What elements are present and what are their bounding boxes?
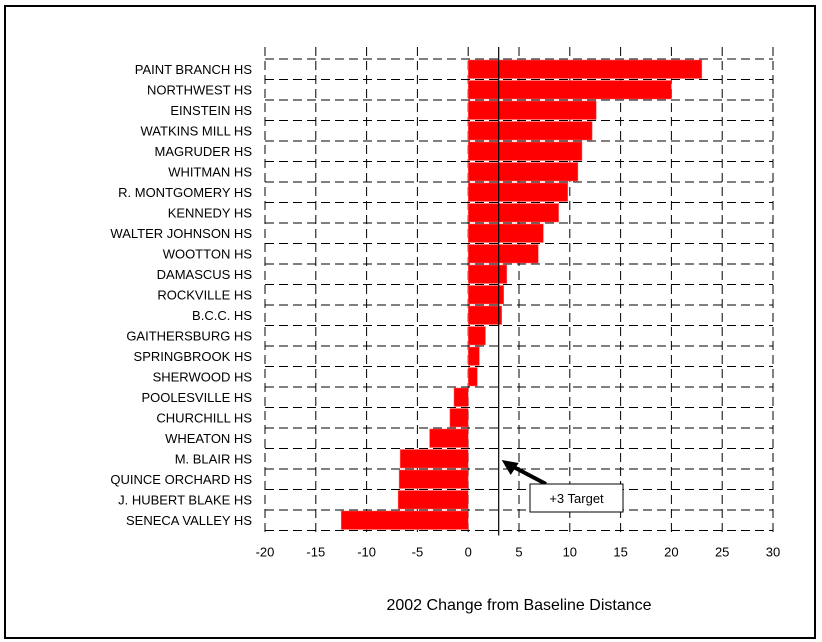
category-label: WHITMAN HS — [168, 164, 252, 179]
category-label: NORTHWEST HS — [147, 82, 252, 97]
grid-lines — [264, 47, 774, 536]
category-label: MAGRUDER HS — [154, 144, 252, 159]
category-label: SENECA VALLEY HS — [126, 513, 252, 528]
x-tick-label: -5 — [412, 545, 424, 560]
bar — [467, 121, 593, 141]
annotation-label: +3 Target — [549, 491, 604, 506]
bar — [398, 469, 469, 489]
annotation-arrow-head — [501, 460, 519, 475]
x-tick-label: 5 — [515, 545, 522, 560]
bar — [467, 326, 486, 346]
x-axis-label: 2002 Change from Baseline Distance — [386, 597, 651, 614]
category-label: ROCKVILLE HS — [157, 287, 252, 302]
bar — [467, 100, 597, 120]
bar — [467, 367, 478, 387]
x-tick-label: 15 — [613, 545, 627, 560]
bar — [467, 264, 508, 284]
x-tick-label: -10 — [357, 545, 376, 560]
bar — [453, 387, 469, 407]
bar — [340, 510, 469, 530]
x-tick-label: -20 — [256, 545, 275, 560]
category-label: CHURCHILL HS — [156, 410, 252, 425]
x-tick-label: 30 — [766, 545, 780, 560]
target-annotation: +3 Target — [501, 460, 624, 513]
bar — [467, 162, 579, 182]
category-label: SPRINGBROOK HS — [134, 349, 253, 364]
category-label: WOOTTON HS — [163, 246, 253, 261]
annotation-box — [529, 483, 624, 513]
bar — [399, 449, 469, 469]
x-tick-label: 20 — [664, 545, 678, 560]
x-tick-label: 10 — [563, 545, 577, 560]
category-label: WATKINS MILL HS — [141, 123, 253, 138]
category-label: KENNEDY HS — [168, 205, 253, 220]
x-tick-label: 0 — [465, 545, 472, 560]
category-label: R. MONTGOMERY HS — [118, 185, 252, 200]
bars — [340, 59, 703, 530]
category-label: SHERWOOD HS — [153, 369, 253, 384]
bar — [467, 305, 502, 325]
x-tick-label: -15 — [306, 545, 325, 560]
bar — [467, 141, 583, 161]
bar — [397, 490, 469, 510]
bar — [467, 203, 559, 223]
annotation-arrow-shaft — [510, 464, 547, 486]
category-label: J. HUBERT BLAKE HS — [118, 492, 252, 507]
bar — [429, 428, 469, 448]
chart-frame — [4, 5, 816, 639]
bar — [467, 223, 544, 243]
bar — [467, 59, 703, 79]
category-label: B.C.C. HS — [192, 308, 252, 323]
category-label: QUINCE ORCHARD HS — [110, 472, 252, 487]
bar — [467, 346, 480, 366]
x-tick-labels: -20 -15 -10 -5 0 5 10 15 20 25 30 — [256, 545, 781, 560]
category-label: WHEATON HS — [165, 431, 252, 446]
category-label: WALTER JOHNSON HS — [110, 226, 252, 241]
x-tick-label: 25 — [715, 545, 729, 560]
bar — [467, 244, 539, 264]
category-label: EINSTEIN HS — [170, 103, 252, 118]
bar — [467, 182, 569, 202]
category-label: DAMASCUS HS — [157, 267, 253, 282]
bar — [467, 285, 505, 305]
category-label: POOLESVILLE HS — [141, 390, 252, 405]
category-label: PAINT BRANCH HS — [135, 62, 253, 77]
bar — [467, 80, 672, 100]
category-labels: PAINT BRANCH HS NORTHWEST HS EINSTEIN HS WA… — [110, 62, 252, 528]
bar — [449, 408, 469, 428]
category-label: M. BLAIR HS — [175, 451, 253, 466]
category-label: GAITHERSBURG HS — [126, 328, 252, 343]
